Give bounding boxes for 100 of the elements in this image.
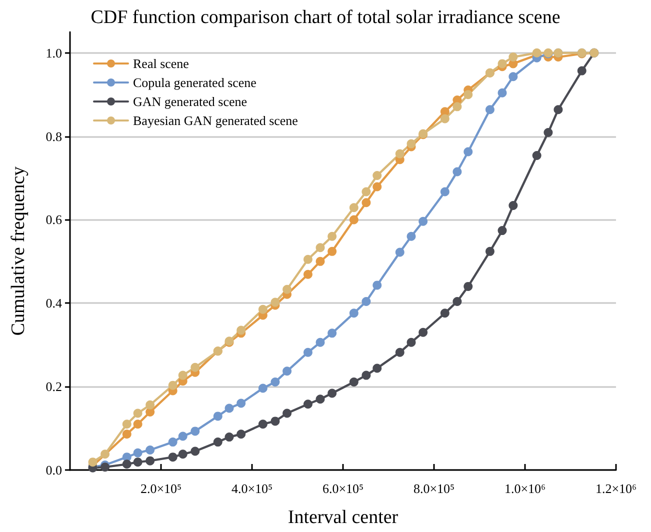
point: [146, 400, 155, 410]
point: [464, 282, 473, 291]
x-tick-label: 4.0×10⁵: [231, 481, 273, 496]
point: [168, 380, 178, 390]
point: [362, 370, 371, 380]
point: [508, 201, 518, 210]
point: [316, 243, 325, 252]
point: [178, 432, 188, 441]
point: [544, 128, 553, 138]
point: [452, 102, 462, 112]
x-tick-label: 1.2×10⁶: [595, 481, 637, 496]
point: [168, 438, 178, 447]
point: [168, 452, 178, 462]
x-axis-title: Interval center: [288, 507, 399, 528]
point: [464, 147, 473, 156]
point: [316, 256, 325, 266]
point: [349, 308, 358, 318]
point: [328, 388, 337, 398]
point: [406, 338, 416, 347]
point: [270, 298, 280, 307]
point: [372, 171, 382, 180]
x-tick-label: 2.0×10⁵: [140, 481, 182, 496]
point: [418, 328, 428, 337]
point: [224, 432, 234, 442]
point: [508, 52, 518, 62]
point: [224, 404, 234, 413]
point: [395, 149, 404, 158]
y-tick-label: 0.4: [46, 296, 62, 311]
point: [100, 462, 110, 472]
point: [258, 420, 268, 429]
y-tick-label: 1.0: [46, 45, 62, 60]
point: [133, 448, 142, 458]
point: [282, 408, 292, 418]
point: [508, 72, 518, 82]
point: [464, 90, 473, 100]
point: [270, 416, 280, 426]
point: [88, 458, 98, 467]
point: [328, 246, 337, 256]
point: [282, 284, 292, 294]
legend-label: Bayesian GAN generated scene: [133, 113, 298, 128]
point: [362, 198, 371, 208]
y-tick-label: 0.0: [46, 462, 62, 478]
point: [133, 420, 142, 429]
point: [485, 105, 494, 114]
point: [236, 326, 246, 335]
point: [406, 232, 416, 241]
point: [258, 304, 268, 314]
point: [498, 59, 507, 68]
point: [190, 446, 200, 456]
point: [303, 254, 312, 264]
legend-label: Real scene: [133, 56, 190, 71]
point: [452, 167, 462, 176]
point: [213, 412, 222, 421]
point: [395, 348, 404, 357]
point: [532, 150, 542, 160]
legend-label: GAN generated scene: [133, 94, 248, 109]
y-tick-label: 0.6: [46, 212, 62, 228]
point: [213, 438, 222, 447]
point: [485, 246, 494, 256]
point: [316, 338, 325, 347]
point: [440, 187, 450, 196]
point: [452, 296, 462, 306]
point: [122, 460, 132, 469]
point: [146, 456, 155, 466]
point: [328, 328, 337, 338]
point: [303, 400, 312, 409]
point: [349, 377, 358, 386]
point: [577, 66, 586, 76]
point: [498, 88, 507, 98]
point: [178, 450, 188, 459]
point: [316, 394, 325, 404]
point: [328, 232, 337, 241]
point: [554, 105, 563, 114]
point: [303, 270, 312, 279]
point: [372, 364, 382, 373]
point: [303, 348, 312, 357]
x-tick-label: 8.0×10⁵: [413, 481, 455, 496]
x-tick-label: 1.0×10⁶: [504, 481, 546, 496]
point: [236, 398, 246, 408]
point: [146, 445, 155, 454]
point: [362, 296, 371, 306]
legend-label: Copula generated scene: [133, 75, 257, 90]
point: [236, 430, 246, 439]
point: [440, 114, 450, 124]
y-tick-label: 0.2: [46, 379, 62, 394]
y-axis-title: Cumulative frequency: [8, 166, 29, 336]
point: [282, 366, 292, 376]
y-tick-label: 0.8: [46, 128, 62, 144]
point: [372, 182, 382, 192]
point: [190, 362, 200, 372]
point: [395, 248, 404, 257]
point: [349, 203, 358, 212]
point: [349, 215, 358, 224]
point: [418, 216, 428, 226]
point: [190, 426, 200, 436]
point: [133, 408, 142, 418]
point: [440, 308, 450, 318]
point: [372, 280, 382, 290]
x-tick-label: 6.0×10⁵: [322, 481, 364, 496]
point: [178, 370, 188, 380]
